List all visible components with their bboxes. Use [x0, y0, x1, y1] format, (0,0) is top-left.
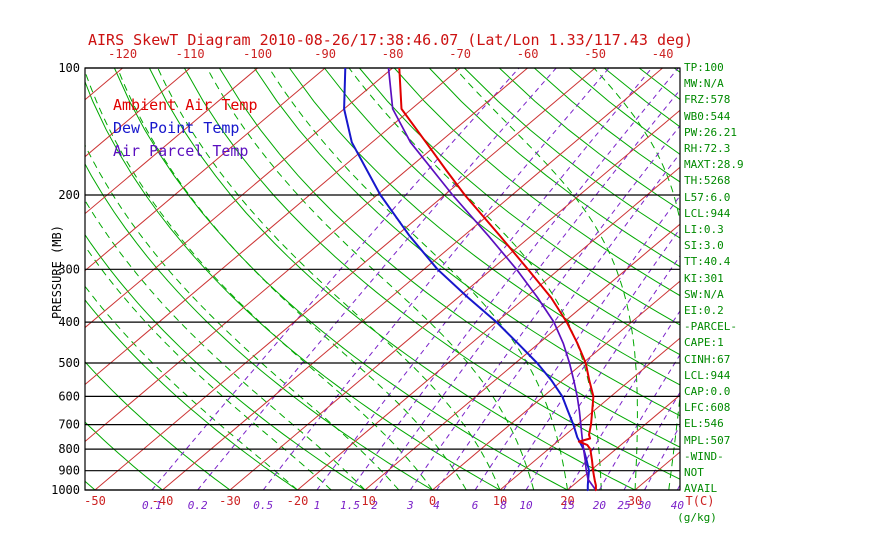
mixing-ratio-tick-label: 40 [671, 499, 685, 512]
mixing-ratio-lines [151, 67, 680, 491]
stat-line: WB0:544 [684, 109, 731, 123]
stat-line: PW:26.21 [684, 125, 737, 139]
pressure-tick-label: 600 [58, 389, 80, 403]
temperature-axis-label: T(C) [686, 494, 715, 508]
plot-frame [84, 67, 681, 491]
top-axis-tick-label: -50 [584, 47, 606, 61]
pressure-tick-label: 800 [58, 442, 80, 456]
stat-line: CAPE:1 [684, 336, 724, 350]
pressure-grid-lines [85, 67, 680, 491]
mixing-ratio-tick-label: 0.1 [142, 499, 162, 512]
isotherm-lines [85, 67, 680, 491]
curve-air-parcel-temp [387, 67, 597, 492]
stat-line: TT:40.4 [684, 255, 731, 269]
legend-dew-point-temp: Dew Point Temp [113, 119, 240, 137]
legend-ambient-air-temp: Ambient Air Temp [113, 96, 258, 114]
stat-line: SI:3.0 [684, 239, 724, 253]
bottom-axis-tick-label: -10 [354, 494, 376, 508]
stat-line: CAP:0.0 [684, 385, 731, 399]
top-axis-tick-label: -70 [449, 47, 471, 61]
stat-line: LCL:944 [684, 368, 731, 382]
pressure-tick-label: 100 [58, 61, 80, 75]
bottom-axis-tick-label: 10 [493, 494, 507, 508]
pressure-tick-label: 500 [58, 356, 80, 370]
stat-line: TH:5268 [684, 174, 731, 188]
pressure-tick-label: 200 [58, 188, 80, 202]
mixing-ratio-tick-label: 25 [617, 499, 630, 512]
mixing-ratio-tick-label: 20 [593, 499, 607, 512]
mixing-ratio-tick-label: 4 [433, 499, 440, 512]
stat-line: L57:6.0 [684, 190, 731, 204]
top-axis-tick-label: -110 [176, 47, 205, 61]
sounding-curves [343, 67, 598, 492]
curve-ambient-air-temp [398, 67, 598, 492]
chart-title: AIRS SkewT Diagram 2010-08-26/17:38:46.0… [88, 31, 694, 49]
stat-line: LCL:944 [684, 206, 731, 220]
stat-line: LI:0.3 [684, 223, 724, 237]
pressure-tick-label: 1000 [51, 483, 80, 497]
stat-line: CINH:67 [684, 352, 731, 366]
pressure-tick-label: 300 [58, 262, 80, 276]
mixing-ratio-axis-label: (g/kg) [677, 511, 717, 524]
top-axis-tick-label: -40 [652, 47, 674, 61]
stat-line: -WIND- [684, 449, 724, 463]
mixing-ratio-tick-label: 1 [314, 499, 321, 512]
stat-line: EI:0.2 [684, 304, 724, 318]
pressure-tick-label: 700 [58, 418, 80, 432]
mixing-ratio-labels: 0.1 0.2 0.5 1 1.5 2 3 4 6 8 10 15 20 25 30 40(g/kg) [142, 499, 717, 524]
stat-line: KI:301 [684, 271, 724, 285]
stat-line: MPL:507 [684, 433, 731, 447]
curve-dew-point-temp [343, 67, 590, 492]
bottom-axis-tick-label: 30 [628, 494, 642, 508]
pressure-axis-label: PRESSURE (MB) [50, 225, 64, 319]
stats-panel: TP:100 MW:N/A FRZ:578 WB0:544 PW:26.21 RH:72.… [684, 60, 794, 497]
bottom-axis-tick-label: 20 [560, 494, 574, 508]
mixing-ratio-tick-label: 3 [406, 499, 414, 512]
stat-line: AVAIL [684, 482, 718, 496]
stat-line: FRZ:578 [684, 93, 731, 107]
top-axis-tick-label: -60 [517, 47, 539, 61]
bottom-axis-tick-label: -30 [219, 494, 241, 508]
stat-line: MAXT:28.9 [684, 158, 744, 172]
stat-line: MW:N/A [684, 77, 724, 91]
mixing-ratio-tick-label: 6 [472, 499, 479, 512]
stat-line: -PARCEL- [684, 320, 737, 334]
mixing-ratio-tick-label: 8 [500, 499, 507, 512]
pressure-tick-label: 900 [58, 464, 80, 478]
stat-line: RH:72.3 [684, 142, 731, 156]
stat-line: LFC:608 [684, 401, 731, 415]
top-axis-tick-label: -120 [108, 47, 137, 61]
bottom-temperature-labels: -50 -40 -30 -20 -10 0 10 20 30 T(C) [84, 494, 714, 508]
top-temperature-labels: -120 -110 -100 -90 -80 -70 -60 -50 -40 [108, 47, 673, 61]
bottom-axis-tick-label: -40 [152, 494, 174, 508]
mixing-ratio-tick-label: 30 [637, 499, 652, 512]
bottom-axis-tick-label: 0 [429, 494, 436, 508]
top-axis-tick-label: -80 [382, 47, 404, 61]
stat-line: EL:546 [684, 417, 724, 431]
stat-line: TP:100 [684, 61, 724, 74]
stat-line: NOT [684, 466, 704, 480]
top-axis-tick-label: -90 [314, 47, 336, 61]
mixing-ratio-tick-label: 2 [371, 499, 378, 512]
mixing-ratio-tick-label: 0.5 [253, 499, 273, 512]
mixing-ratio-tick-label: 10 [519, 499, 533, 512]
pressure-tick-label: 400 [58, 315, 80, 329]
legend-air-parcel-temp: Air Parcel Temp [113, 142, 249, 160]
legend: Ambient Air Temp Dew Point Temp Air Parcel… [113, 94, 258, 163]
bottom-axis-tick-label: -50 [84, 494, 106, 508]
bottom-axis-tick-label: -20 [287, 494, 309, 508]
pressure-tick-labels: 100 200 300 400 500 600 700 800 900 1000 [51, 61, 80, 497]
mixing-ratio-tick-label: 15 [562, 499, 575, 512]
stat-line: SW:N/A [684, 287, 724, 301]
mixing-ratio-tick-label: 0.2 [188, 499, 208, 512]
top-axis-tick-label: -100 [243, 47, 272, 61]
mixing-ratio-tick-label: 1.5 [340, 499, 360, 512]
